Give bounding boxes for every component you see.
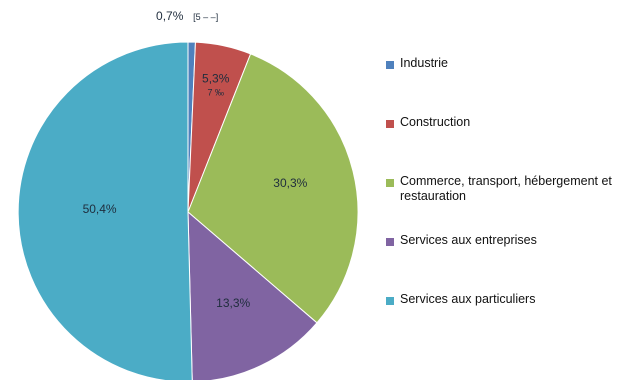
pie-slice-commerce <box>187 53 359 324</box>
legend-label: Construction <box>400 115 471 129</box>
legend-item-services-particuliers: Services aux particuliers <box>386 292 622 351</box>
slice-percent-label: 30,3% <box>273 176 307 190</box>
pie-slice-services-entreprises <box>187 210 318 380</box>
pie-slice-services-particuliers <box>17 41 193 380</box>
slice-count-label: [5 – –] <box>193 12 218 22</box>
legend-item-commerce: Commerce, transport, hébergement et rest… <box>386 174 622 233</box>
legend-swatch <box>386 179 394 187</box>
legend: Industrie Construction Commerce, transpo… <box>386 56 622 351</box>
legend-swatch <box>386 120 394 128</box>
legend-label: Industrie <box>400 56 448 70</box>
slice-percent-label: 5,3% <box>202 71 230 85</box>
legend-item-services-entreprises: Services aux entreprises <box>386 233 622 292</box>
legend-label: Services aux particuliers <box>400 292 536 306</box>
slice-percent-label: 50,4% <box>83 202 117 216</box>
legend-item-construction: Construction <box>386 115 622 174</box>
slice-percent-label: 13,3% <box>216 296 250 310</box>
legend-label: Commerce, transport, hébergement et rest… <box>400 174 612 203</box>
legend-swatch <box>386 297 394 305</box>
legend-item-industrie: Industrie <box>386 56 622 115</box>
legend-swatch <box>386 61 394 69</box>
legend-label: Services aux entreprises <box>400 233 537 247</box>
legend-swatch <box>386 238 394 246</box>
slice-count-label: 7 ‰ <box>207 87 224 97</box>
slice-percent-label: 0,7% <box>156 9 184 23</box>
pie-chart: 0,7% [5 – –] 5,3% 7 ‰ 30,3% 13,3% 50,4% <box>17 9 359 380</box>
